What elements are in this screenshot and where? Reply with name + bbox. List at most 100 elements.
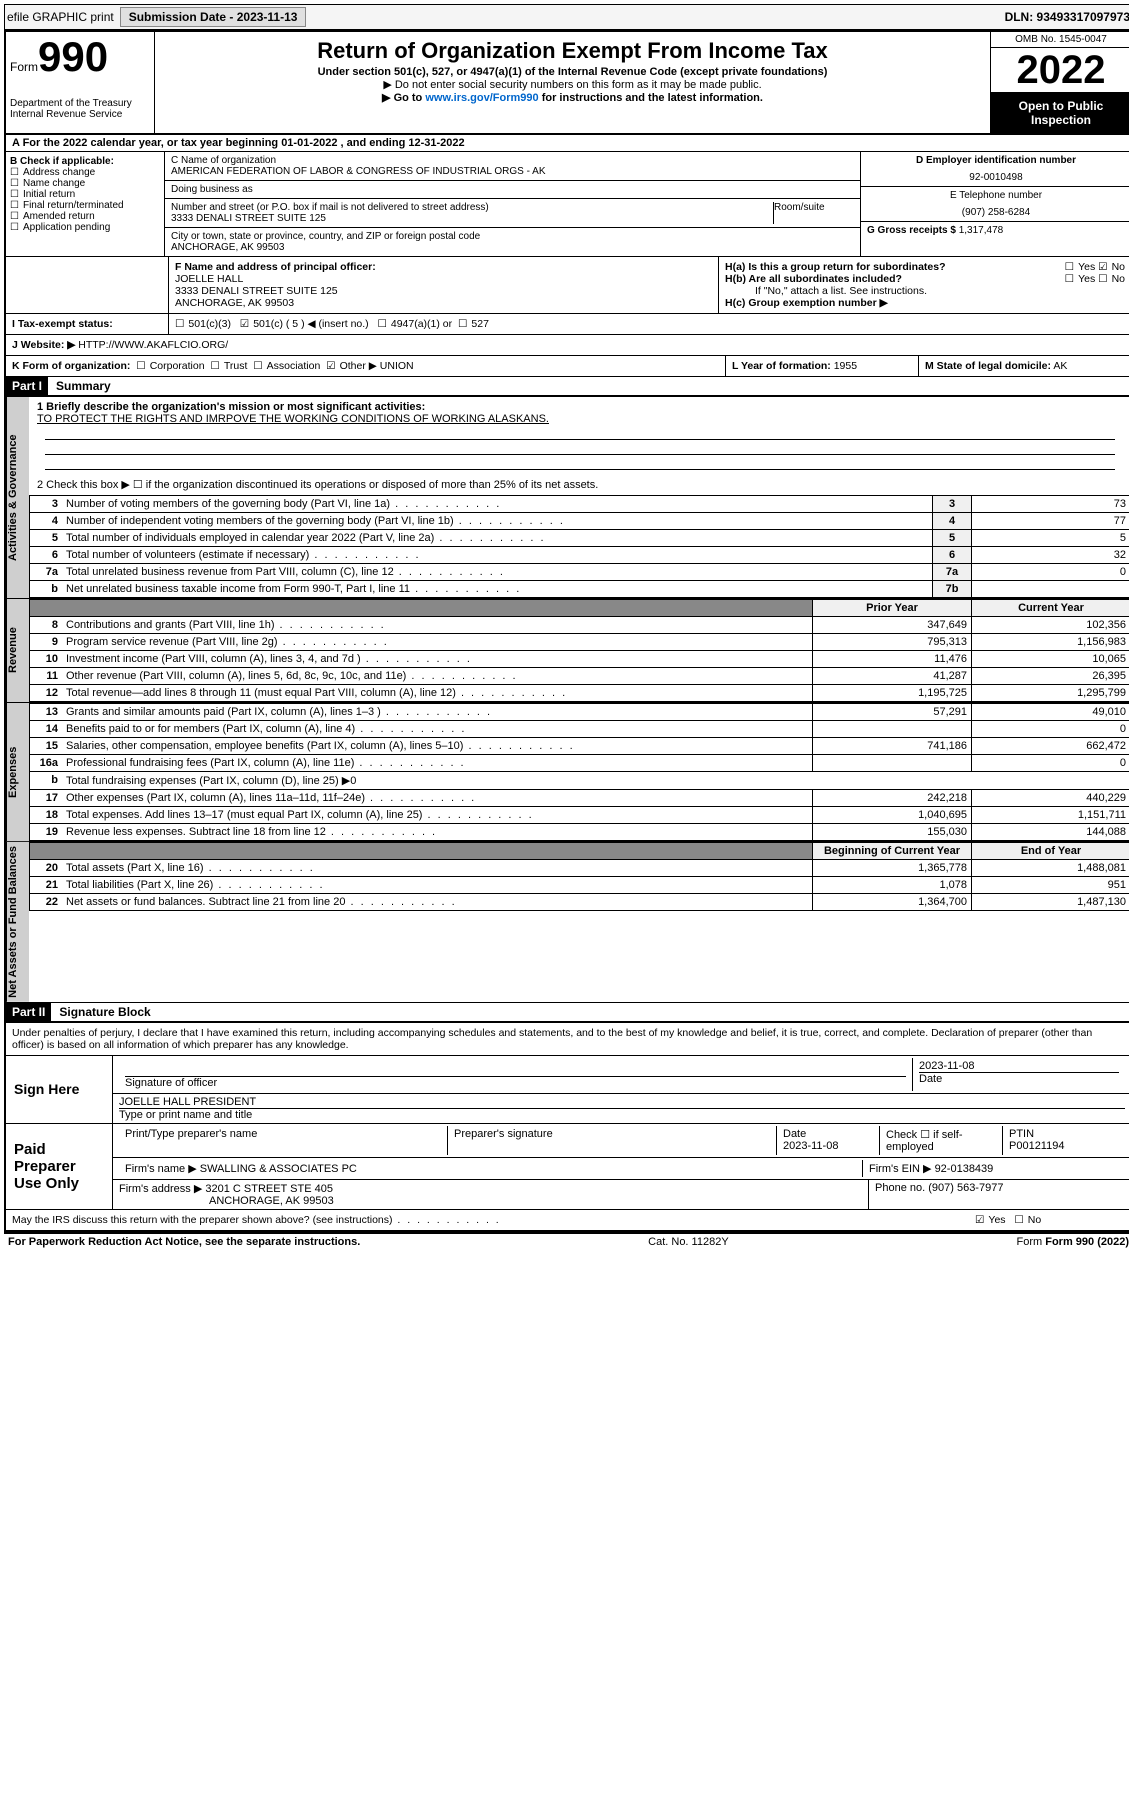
form-title: Return of Organization Exempt From Incom… (163, 38, 982, 64)
line-a: A For the 2022 calendar year, or tax yea… (6, 135, 1129, 152)
submission-date-button[interactable]: Submission Date - 2023-11-13 (120, 7, 307, 27)
firm-phone-label: Phone no. (875, 1182, 925, 1194)
b-label: B Check if applicable: (10, 156, 160, 167)
table-row: 11Other revenue (Part VIII, column (A), … (30, 668, 1129, 685)
m-label: M State of legal domicile: (925, 360, 1051, 372)
room-label: Room/suite (774, 202, 854, 213)
expenses-tab: Expenses (6, 703, 29, 841)
table-row: 22Net assets or fund balances. Subtract … (30, 894, 1129, 911)
prep-name-label: Print/Type preparer's name (119, 1126, 448, 1155)
chk-application-pending[interactable]: Application pending (10, 222, 160, 233)
ptin-label: PTIN (1009, 1128, 1034, 1140)
k-corp[interactable]: Corporation (136, 360, 204, 372)
footer-left: For Paperwork Reduction Act Notice, see … (8, 1236, 360, 1248)
table-row: 18Total expenses. Add lines 13–17 (must … (30, 807, 1129, 824)
paid-preparer-block: Paid Preparer Use Only Print/Type prepar… (6, 1124, 1129, 1210)
officer-addr2: ANCHORAGE, AK 99503 (175, 297, 294, 309)
irs-link[interactable]: www.irs.gov/Form990 (425, 92, 538, 104)
footer-mid: Cat. No. 11282Y (648, 1236, 729, 1248)
city-value: ANCHORAGE, AK 99503 (171, 242, 854, 253)
sign-here-label: Sign Here (6, 1056, 113, 1123)
part-ii-title: Signature Block (59, 1005, 150, 1019)
chk-initial-return[interactable]: Initial return (10, 189, 160, 200)
l-value: 1955 (834, 360, 857, 372)
discuss-row: May the IRS discuss this return with the… (6, 1210, 1129, 1232)
i-label: I Tax-exempt status: (6, 314, 169, 334)
gross-receipts-value: 1,317,478 (959, 225, 1004, 236)
top-bar: efile GRAPHIC print Submission Date - 20… (4, 4, 1129, 30)
expenses-section: Expenses 13Grants and similar amounts pa… (6, 703, 1129, 842)
i-527[interactable]: 527 (458, 318, 489, 330)
revenue-tab: Revenue (6, 599, 29, 702)
form-subtitle-1: Under section 501(c), 527, or 4947(a)(1)… (163, 66, 982, 78)
prep-selfemp[interactable]: Check ☐ if self-employed (880, 1126, 1003, 1155)
firm-name-label: Firm's name ▶ (125, 1163, 197, 1175)
website-label: J Website: ▶ (12, 339, 75, 351)
firm-addr2: ANCHORAGE, AK 99503 (119, 1195, 334, 1207)
footer: For Paperwork Reduction Act Notice, see … (4, 1234, 1129, 1250)
table-row: bTotal fundraising expenses (Part IX, co… (30, 772, 1129, 790)
i-501c3[interactable]: 501(c)(3) (175, 318, 231, 330)
hb-no[interactable]: No (1098, 273, 1125, 285)
org-name: AMERICAN FEDERATION OF LABOR & CONGRESS … (171, 166, 854, 177)
hb-note: If "No," attach a list. See instructions… (725, 285, 1125, 297)
chk-address-change[interactable]: Address change (10, 167, 160, 178)
prep-date-label: Date (783, 1128, 806, 1140)
firm-name: SWALLING & ASSOCIATES PC (200, 1163, 357, 1175)
dln-label: DLN: 93493317097973 (1005, 10, 1129, 24)
revenue-section: Revenue Prior YearCurrent Year8Contribut… (6, 599, 1129, 703)
section-j: J Website: ▶ HTTP://WWW.AKAFLCIO.ORG/ (6, 335, 1129, 356)
prep-sig-label: Preparer's signature (448, 1126, 777, 1155)
table-row: 5Total number of individuals employed in… (30, 530, 1129, 547)
net-assets-tab: Net Assets or Fund Balances (6, 842, 29, 1002)
table-row: bNet unrelated business taxable income f… (30, 581, 1129, 598)
chk-name-change[interactable]: Name change (10, 178, 160, 189)
firm-addr1: 3201 C STREET STE 405 (205, 1183, 333, 1195)
street-value: 3333 DENALI STREET SUITE 125 (171, 213, 773, 224)
discuss-no[interactable]: No (1014, 1214, 1041, 1226)
discuss-yes[interactable]: Yes (975, 1214, 1006, 1226)
table-row: 8Contributions and grants (Part VIII, li… (30, 617, 1129, 634)
city-label: City or town, state or province, country… (171, 231, 854, 242)
officer-addr1: 3333 DENALI STREET SUITE 125 (175, 285, 338, 297)
footer-right-text: Form 990 (2022) (1045, 1236, 1129, 1248)
part-i-badge: Part I (6, 377, 48, 395)
table-row: 9Program service revenue (Part VIII, lin… (30, 634, 1129, 651)
k-other[interactable]: Other ▶ (326, 360, 377, 372)
section-klm: K Form of organization: Corporation Trus… (6, 356, 1129, 377)
chk-final-return[interactable]: Final return/terminated (10, 200, 160, 211)
section-f-h: F Name and address of principal officer:… (6, 257, 1129, 314)
section-d-e-g: D Employer identification number 92-0010… (860, 152, 1129, 256)
ha-yes[interactable]: Yes (1065, 261, 1096, 273)
table-row: 21Total liabilities (Part X, line 26)1,0… (30, 877, 1129, 894)
phone-label: E Telephone number (867, 190, 1125, 201)
mission-blank-3 (45, 455, 1115, 470)
hb-yes[interactable]: Yes (1065, 273, 1096, 285)
k-assoc[interactable]: Association (253, 360, 320, 372)
i-4947[interactable]: 4947(a)(1) or (377, 318, 452, 330)
gross-receipts-label: G Gross receipts $ (867, 225, 956, 236)
prep-date: 2023-11-08 (783, 1140, 838, 1152)
i-501c[interactable]: 501(c) ( 5 ) ◀ (insert no.) (240, 318, 369, 330)
table-row: 16aProfessional fundraising fees (Part I… (30, 755, 1129, 772)
q2-text: 2 Check this box ▶ ☐ if the organization… (37, 470, 1123, 491)
table-row: 20Total assets (Part X, line 16)1,365,77… (30, 860, 1129, 877)
mission-text: TO PROTECT THE RIGHTS AND IMRPOVE THE WO… (37, 413, 1123, 425)
firm-addr-label: Firm's address ▶ (119, 1183, 202, 1195)
mission-blank-1 (45, 425, 1115, 440)
table-row: 15Salaries, other compensation, employee… (30, 738, 1129, 755)
form-frame: Form990 Department of the Treasury Inter… (4, 30, 1129, 1234)
efile-label: efile GRAPHIC print (7, 10, 114, 24)
dba-label: Doing business as (171, 184, 854, 195)
form-num: 990 (38, 33, 108, 80)
k-trust[interactable]: Trust (210, 360, 247, 372)
entity-grid: B Check if applicable: Address change Na… (6, 152, 1129, 257)
chk-amended-return[interactable]: Amended return (10, 211, 160, 222)
ha-no[interactable]: No (1098, 261, 1125, 273)
table-row: 4Number of independent voting members of… (30, 513, 1129, 530)
org-name-label: C Name of organization (171, 155, 854, 166)
goto-post: for instructions and the latest informat… (539, 92, 763, 104)
part-i-title: Summary (56, 379, 111, 393)
mission-label: 1 Briefly describe the organization's mi… (37, 401, 1123, 413)
street-label: Number and street (or P.O. box if mail i… (171, 202, 773, 213)
